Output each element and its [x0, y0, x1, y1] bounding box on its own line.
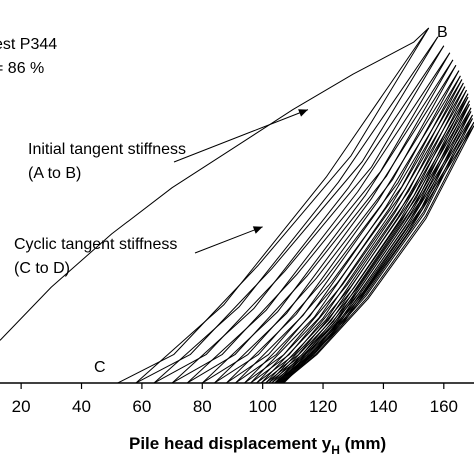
x-tick-label: 80 [193, 397, 212, 416]
cycle-unload-curve [283, 125, 474, 384]
x-tick-label: 160 [430, 397, 458, 416]
point-label-c: C [94, 359, 106, 376]
annotation-initial-line-1: Initial tangent stiffness [28, 141, 186, 158]
cycle-unload-curve [271, 100, 470, 384]
cycle-reload-curve [250, 86, 466, 384]
cycle-unload-curve [244, 79, 463, 384]
annotation-initial-line-2: (A to B) [28, 165, 81, 182]
cycle-unload-curve [256, 86, 466, 384]
annotation-cyclic-line-2: (C to D) [14, 260, 70, 277]
cycle-unload-curve [280, 118, 473, 384]
point-label-b: B [437, 24, 448, 41]
cycle-reload-curve [135, 36, 439, 384]
x-axis-title: Pile head displacement yH (mm) [129, 434, 386, 457]
initial-loading-curve [0, 27, 430, 341]
cycle-unload-curve [226, 70, 460, 384]
title-line-2: = 86 % [0, 60, 44, 77]
cycle-unload-curve [278, 114, 473, 384]
cycle-reload-curve [171, 52, 451, 384]
cycle-unload-curve [186, 52, 451, 384]
arrow-cyclic-stiffness [194, 226, 263, 254]
cycle-unload-curve [275, 107, 472, 384]
x-tick-label: 100 [248, 397, 276, 416]
arrowhead-cyclic-stiffness [252, 226, 263, 234]
cycle-unload-curve [153, 36, 439, 384]
cycle-unload-curve [274, 104, 470, 384]
cycle-reload-curve [280, 121, 474, 384]
x-tick-label: 40 [72, 397, 91, 416]
cycle-reload-curve [244, 82, 464, 384]
cycle-unload-curve [277, 111, 472, 384]
cycle-reload-curve [281, 125, 474, 384]
annotation-cyclic-line-1: Cyclic tangent stiffness [14, 236, 177, 253]
load-displacement-curves [0, 27, 474, 384]
arrow-initial-stiffness [173, 109, 309, 163]
x-tick-label: 20 [12, 397, 31, 416]
cycle-unload-curve [171, 45, 445, 384]
cycle-reload-curve [153, 45, 445, 384]
cycle-unload-curve [235, 75, 461, 384]
cycle-reload-curve [186, 59, 454, 384]
arrowhead-initial-stiffness [298, 109, 308, 117]
cycle-reload-curve [214, 70, 460, 384]
x-tick-label: 60 [132, 397, 151, 416]
cycle-reload-curve [117, 27, 430, 384]
title-line-1: est P344 [0, 36, 57, 53]
x-tick-label: 120 [309, 397, 337, 416]
cycle-unload-curve [268, 96, 469, 384]
cycle-unload-curve [265, 93, 469, 384]
x-tick-label: 140 [369, 397, 397, 416]
cycle-reload-curve [202, 65, 457, 384]
cycle-unload-curve [135, 27, 430, 384]
cycle-unload-curve [250, 82, 464, 384]
cycle-unload-curve [201, 59, 454, 384]
cycle-unload-curve [281, 121, 474, 384]
cycle-unload-curve [260, 89, 467, 384]
x-ticks: 20 40 60 80 100 120 140 160 [12, 383, 458, 416]
cycle-unload-curve [214, 65, 457, 384]
